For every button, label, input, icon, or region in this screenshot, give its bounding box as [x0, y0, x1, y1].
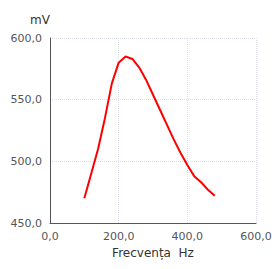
svg-text:Frecvența Hz: Frecvența Hz	[112, 246, 194, 260]
svg-text:0,0: 0,0	[41, 230, 59, 243]
svg-text:450,0: 450,0	[11, 217, 43, 230]
svg-text:550,0: 550,0	[11, 93, 43, 106]
svg-text:200,0: 200,0	[103, 230, 135, 243]
svg-text:mV: mV	[30, 13, 51, 27]
svg-text:600,0: 600,0	[240, 230, 272, 243]
svg-text:400,0: 400,0	[172, 230, 204, 243]
svg-text:600,0: 600,0	[11, 32, 43, 45]
svg-text:500,0: 500,0	[11, 155, 43, 168]
